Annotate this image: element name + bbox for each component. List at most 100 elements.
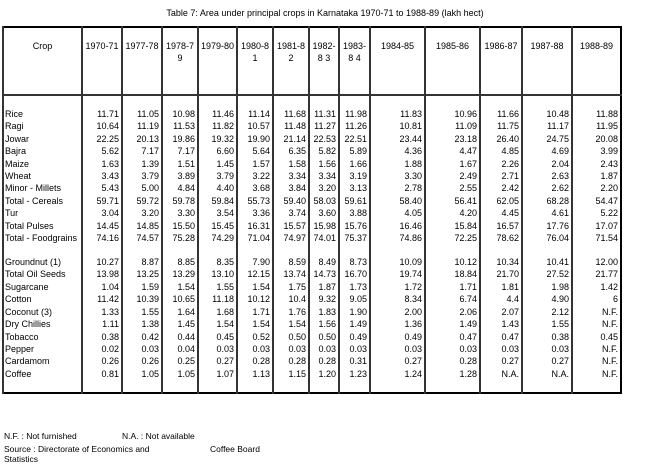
- value-cell: 14.85: [121, 219, 162, 233]
- value-cell: 16.70: [338, 268, 370, 281]
- empty-cell: [338, 95, 370, 108]
- table-row: Ragi 10.64 11.19 11.53 11.82 10.57 11.48 11.27 1…: [2, 120, 621, 133]
- crop-name-cell: Total Pulses: [2, 219, 82, 233]
- value-cell: 1.20: [308, 367, 339, 381]
- value-cell: 13.29: [161, 268, 198, 281]
- table-row: Total - Cereals 59.71 59.72 59.78 59.84 55.73…: [2, 194, 621, 208]
- value-cell: 10.98: [161, 108, 198, 121]
- value-cell: 19.32: [197, 132, 237, 146]
- value-cell: 1.39: [121, 157, 162, 171]
- value-cell: 0.28: [272, 355, 309, 368]
- value-cell: 0.28: [424, 355, 480, 368]
- value-cell: N.F.: [571, 342, 621, 356]
- value-cell: 0.42: [121, 330, 162, 343]
- crop-name-cell: Cotton: [2, 293, 82, 306]
- value-cell: 0.26: [81, 355, 122, 368]
- empty-cell: [161, 380, 198, 394]
- empty-cell: [272, 95, 309, 108]
- value-cell: 10.12: [236, 293, 273, 306]
- value-cell: 15.76: [338, 219, 370, 233]
- crop-name-cell: Tur: [2, 207, 82, 220]
- value-cell: 1.73: [338, 280, 370, 294]
- crop-name-cell: Dry Chillies: [2, 318, 82, 331]
- value-cell: 4.90: [521, 293, 572, 306]
- value-cell: 62.05: [479, 194, 522, 208]
- value-cell: 10.48: [521, 108, 572, 121]
- table-row: Cotton 11.42 10.39 10.65 11.18 10.12 10.4 9.32 9…: [2, 293, 621, 306]
- crop-name-cell: Groundnut (1): [2, 256, 82, 269]
- spacer-row: [2, 95, 621, 108]
- value-cell: 1.15: [272, 367, 309, 381]
- value-cell: 3.20: [308, 182, 339, 195]
- empty-cell: [424, 380, 480, 394]
- value-cell: 18.84: [424, 268, 480, 281]
- value-cell: 1.55: [121, 305, 162, 319]
- empty-cell: [521, 95, 572, 108]
- table-row: Cardamom 0.26 0.26 0.25 0.27 0.28 0.28 0.28 0.31…: [2, 355, 621, 368]
- value-cell: 8.35: [197, 256, 237, 269]
- value-cell: 4.36: [369, 145, 425, 158]
- value-cell: 3.34: [308, 170, 339, 183]
- value-cell: 15.84: [424, 219, 480, 233]
- value-cell: 74.57: [121, 232, 162, 257]
- value-cell: 7.17: [161, 145, 198, 158]
- value-cell: 1.33: [81, 305, 122, 319]
- value-cell: 14.45: [81, 219, 122, 233]
- value-cell: 1.87: [571, 170, 621, 183]
- empty-cell: [236, 380, 273, 394]
- value-cell: 23.44: [369, 132, 425, 146]
- value-cell: 3.79: [197, 170, 237, 183]
- value-cell: 74.97: [272, 232, 309, 257]
- table-title: Table 7: Area under principal crops in K…: [166, 8, 484, 18]
- value-cell: 15.45: [197, 219, 237, 233]
- value-cell: 21.14: [272, 132, 309, 146]
- value-cell: 22.51: [338, 132, 370, 146]
- value-cell: 1.55: [521, 318, 572, 331]
- crop-name-cell: Total - Foodgrains: [2, 232, 82, 257]
- value-cell: 0.03: [236, 342, 273, 356]
- empty-cell: [81, 380, 122, 394]
- value-cell: 2.26: [479, 157, 522, 171]
- crop-name-cell: Sugarcane: [2, 280, 82, 294]
- value-cell: 1.49: [338, 318, 370, 331]
- value-cell: 9.32: [308, 293, 339, 306]
- value-cell: N.F.: [571, 367, 621, 381]
- column-header-year: 1988-89: [571, 27, 621, 96]
- column-header-year: 1984-85: [369, 27, 425, 96]
- value-cell: 3.36: [236, 207, 273, 220]
- crop-name-cell: Tobacco: [2, 330, 82, 343]
- value-cell: 15.98: [308, 219, 339, 233]
- value-cell: 22.53: [308, 132, 339, 146]
- value-cell: 5.62: [81, 145, 122, 158]
- value-cell: 2.63: [521, 170, 572, 183]
- value-cell: 1.68: [197, 305, 237, 319]
- value-cell: 1.54: [236, 318, 273, 331]
- value-cell: 3.68: [236, 182, 273, 195]
- value-cell: 3.30: [161, 207, 198, 220]
- value-cell: 0.03: [197, 342, 237, 356]
- value-cell: 3.04: [81, 207, 122, 220]
- header-row: Crop 1970-71 1977-78 1978-7 9 1979-80 1980-8 …: [2, 27, 621, 96]
- value-cell: 3.30: [369, 170, 425, 183]
- value-cell: 12.15: [236, 268, 273, 281]
- crop-name-cell: Total Oil Seeds: [2, 268, 82, 281]
- value-cell: 5.22: [571, 207, 621, 220]
- value-cell: 6: [571, 293, 621, 306]
- value-cell: 23.18: [424, 132, 480, 146]
- value-cell: 3.79: [121, 170, 162, 183]
- value-cell: 15.50: [161, 219, 198, 233]
- table-row: Coconut (3) 1.33 1.55 1.64 1.68 1.71 1.76 1.83 1…: [2, 305, 621, 319]
- value-cell: 10.96: [424, 108, 480, 121]
- value-cell: 4.05: [369, 207, 425, 220]
- empty-cell: [197, 95, 237, 108]
- value-cell: 10.41: [521, 256, 572, 269]
- value-cell: 1.81: [479, 280, 522, 294]
- value-cell: 54.47: [571, 194, 621, 208]
- value-cell: 1.13: [236, 367, 273, 381]
- value-cell: 0.38: [81, 330, 122, 343]
- value-cell: 0.27: [479, 355, 522, 368]
- column-header-year: 1983-8 4: [338, 27, 370, 96]
- value-cell: 12.00: [571, 256, 621, 269]
- value-cell: 9.05: [338, 293, 370, 306]
- value-cell: 1.54: [161, 280, 198, 294]
